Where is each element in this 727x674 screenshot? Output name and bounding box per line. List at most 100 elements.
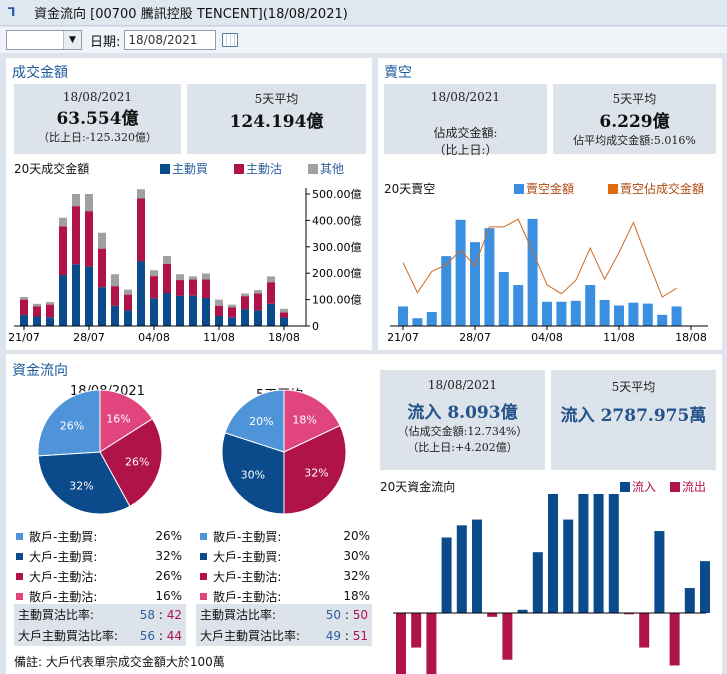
turnover-title: 成交金額 [12,65,68,81]
legend-outflow: 流出 [670,478,706,495]
bar-inflow [700,561,710,613]
bar-short [484,228,495,326]
stock-combo[interactable]: ▼ [6,30,82,50]
legend-short-amount: 賣空金額 [514,180,574,197]
bar-buy [228,317,236,326]
pie-slice [99,389,154,453]
bar-inflow [654,531,665,613]
bar-sell [59,226,67,276]
bar-sell [33,306,41,317]
bar-buy [72,264,80,326]
bar-short [570,300,581,326]
bar-other [150,270,158,277]
legend-row: 大戶-主動沽: 26% [14,566,182,586]
bar-other [202,273,210,280]
legend-label: 主動買 [172,162,209,176]
chevron-down-icon[interactable]: ▼ [63,31,81,49]
legend-label: 大戶-主動沽: [213,569,282,584]
bar-sell [280,312,288,318]
flow-title: 資金流向 [12,363,68,379]
flow-today-value: 流入 8.093億 [407,403,518,423]
bar-short [527,218,538,326]
bar-other [20,296,28,300]
legend-inflow: 流入 [620,478,656,495]
date-input[interactable]: 18/08/2021 [124,30,217,50]
bar-short [585,285,596,326]
pie-slice-label: 26% [60,420,84,433]
pie-slice [283,424,347,515]
bar-buy [46,317,54,326]
bar-buy [150,298,158,326]
bar-buy [111,305,119,326]
legend-label: 大戶-主動買: [29,549,98,564]
bar-buy [189,295,197,326]
bar-other [163,256,171,264]
bar-short [441,256,452,326]
ratio-value: 49 : 51 [325,628,368,643]
legend-buy: 主動買 [160,160,208,177]
legend-row: 散戶-主動沽: 18% [198,586,370,606]
legend-pct: 20% [343,529,370,543]
bar-other [241,293,249,297]
legend-dot [16,552,23,560]
turnover-today-date: 18/08/2021 [62,90,133,104]
legend-label: 賣空佔成交金額 [620,182,705,196]
bar-short [542,301,552,326]
bar-short [513,285,524,326]
ratio-row: 主動買沽比率: 50 : 50 [196,604,372,625]
pie-slice [37,451,131,515]
x-tick-label: 11/08 [603,331,635,344]
bar-short [628,302,639,326]
bar-inflow [532,552,543,613]
legend-dot [200,572,207,580]
bar-sell [241,296,249,310]
bar-sell [98,248,106,288]
bar-sell [202,279,210,299]
legend-swatch [608,183,618,194]
pie-slice-label: 18% [292,414,316,427]
legend-swatch [234,163,244,174]
turnover-avg-label: 5天平均 [254,92,299,106]
bar-sell [176,280,184,296]
bar-sell [189,279,197,296]
bar-buy [215,315,223,326]
legend-dot [200,532,207,540]
flow-today-ratio: （佔成交金額:12.734%） [397,425,528,438]
bar-short [642,303,653,326]
legend-dot [16,532,23,540]
flow-chart-title: 20天資金流向 [380,480,456,494]
bar-inflow [578,494,589,613]
bar-other [176,274,184,281]
bar-other [33,303,41,307]
date-label: 日期: [90,34,121,50]
legend-swatch [514,183,524,194]
pie-slice [283,389,341,453]
legend-row: 大戶-主動買: 32% [14,546,182,566]
calendar-icon[interactable] [222,33,239,47]
ratio-row: 主動買沽比率: 58 : 42 [14,604,186,625]
bar-short [455,219,466,326]
legend-label: 流入 [632,480,657,494]
bar-buy [241,309,249,326]
legend-swatch [308,163,318,174]
bar-outflow [426,613,437,674]
turnover-panel: 成交金額 18/08/2021 63.554億 （比上日:-125.320億） … [6,58,372,350]
ratio-value: 58 : 42 [139,607,182,622]
short-avg-value: 6.229億 [599,112,670,132]
legend-row: 大戶-主動沽: 32% [198,566,370,586]
today-ratio-box: 主動買沽比率: 58 : 42 大戶主動買沽比率: 56 : 44 [14,604,186,646]
short-avg-ratio: 佔平均成交金額:5.016% [573,134,696,147]
x-tick-label: 28/07 [73,331,105,344]
bar-other [46,301,54,305]
bar-sell [254,293,262,311]
legend-swatch [670,481,680,492]
short-chart: 21/07 28/07 04/08 11/08 18/08 [387,218,708,344]
legend-label: 主動沽 [246,162,283,176]
bar-other [72,194,80,207]
bar-short [556,301,567,326]
short-panel: 賣空 18/08/2021 佔成交金額: （比上日:） 5天平均 6.229億 … [378,58,722,350]
bar-sell [85,211,93,267]
legend-swatch [620,481,630,492]
legend-short-ratio: 賣空佔成交金額 [608,180,704,197]
ratio-label: 主動買沽比率: [200,608,277,622]
